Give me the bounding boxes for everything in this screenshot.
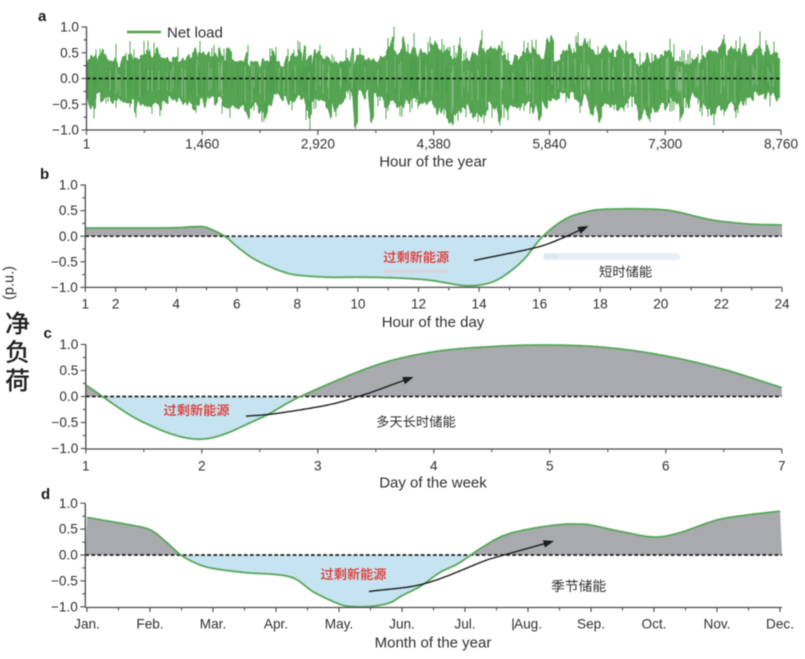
svg-text:−0.5: −0.5 (51, 415, 78, 430)
svg-text:1.0: 1.0 (60, 20, 79, 35)
svg-text:0.5: 0.5 (59, 522, 78, 537)
svg-text:8: 8 (294, 297, 302, 312)
svg-text:1.0: 1.0 (59, 178, 78, 193)
svg-text:16: 16 (532, 297, 547, 312)
svg-text:0.0: 0.0 (59, 229, 78, 244)
svg-text:2,920: 2,920 (301, 137, 335, 152)
svg-text:Aug.: Aug. (514, 617, 542, 632)
svg-text:2: 2 (112, 297, 120, 312)
svg-text:5: 5 (546, 459, 554, 474)
svg-text:May.: May. (325, 617, 353, 632)
svg-text:−1.0: −1.0 (52, 123, 79, 138)
svg-text:−0.5: −0.5 (51, 254, 78, 269)
svg-text:Net load: Net load (167, 25, 223, 42)
svg-text:Apr.: Apr. (264, 617, 288, 632)
svg-text:10: 10 (350, 297, 366, 312)
svg-text:Feb.: Feb. (136, 617, 163, 632)
svg-text:1: 1 (82, 297, 90, 312)
svg-text:6: 6 (662, 459, 670, 474)
svg-text:Sep.: Sep. (577, 617, 605, 632)
svg-text:Jul.: Jul. (454, 617, 475, 632)
svg-text:−1.0: −1.0 (51, 280, 78, 295)
svg-text:(p.u.): (p.u.) (2, 266, 18, 300)
svg-text:−0.5: −0.5 (52, 97, 79, 112)
svg-text:Nov.: Nov. (704, 617, 731, 632)
svg-text:0.0: 0.0 (59, 389, 78, 404)
svg-text:14: 14 (472, 297, 488, 312)
svg-text:Jan.: Jan. (74, 617, 100, 632)
svg-text:24: 24 (774, 297, 790, 312)
svg-text:0.0: 0.0 (60, 71, 79, 86)
svg-text:4,380: 4,380 (417, 137, 451, 152)
svg-text:Day of the week: Day of the week (379, 474, 487, 491)
svg-text:3: 3 (314, 459, 322, 474)
svg-text:2: 2 (198, 459, 206, 474)
svg-text:Hour of the day: Hour of the day (382, 314, 485, 331)
svg-text:−0.5: −0.5 (51, 574, 78, 589)
svg-text:0.5: 0.5 (59, 363, 78, 378)
svg-text:18: 18 (593, 297, 608, 312)
svg-text:0.0: 0.0 (59, 548, 78, 563)
svg-text:0.5: 0.5 (59, 203, 78, 218)
svg-text:1.0: 1.0 (59, 337, 78, 352)
svg-text:Hour of the year: Hour of the year (379, 154, 487, 171)
svg-text:7: 7 (778, 459, 786, 474)
svg-text:1: 1 (83, 137, 91, 152)
svg-text:8,760: 8,760 (764, 137, 798, 152)
svg-text:Month of the year: Month of the year (375, 634, 492, 651)
svg-text:22: 22 (714, 297, 729, 312)
svg-text:1.0: 1.0 (59, 496, 78, 511)
svg-text:1: 1 (82, 459, 90, 474)
svg-text:Mar.: Mar. (200, 617, 226, 632)
svg-text:Oct.: Oct. (642, 617, 667, 632)
svg-text:Dec.: Dec. (766, 617, 794, 632)
svg-text:20: 20 (653, 297, 669, 312)
svg-text:−1.0: −1.0 (51, 599, 78, 614)
svg-text:−1.0: −1.0 (51, 441, 78, 456)
svg-text:1,460: 1,460 (185, 137, 219, 152)
svg-text:0.5: 0.5 (60, 45, 79, 60)
svg-text:4: 4 (172, 297, 180, 312)
svg-text:b: b (40, 166, 49, 183)
svg-text:4: 4 (430, 459, 438, 474)
svg-text:c: c (44, 325, 52, 342)
svg-text:5,840: 5,840 (532, 137, 566, 152)
svg-text:12: 12 (411, 297, 426, 312)
svg-text:a: a (38, 8, 47, 25)
svg-text:7,300: 7,300 (648, 137, 682, 152)
svg-text:d: d (41, 486, 50, 503)
svg-text:Jun.: Jun. (389, 617, 415, 632)
svg-text:6: 6 (233, 297, 241, 312)
